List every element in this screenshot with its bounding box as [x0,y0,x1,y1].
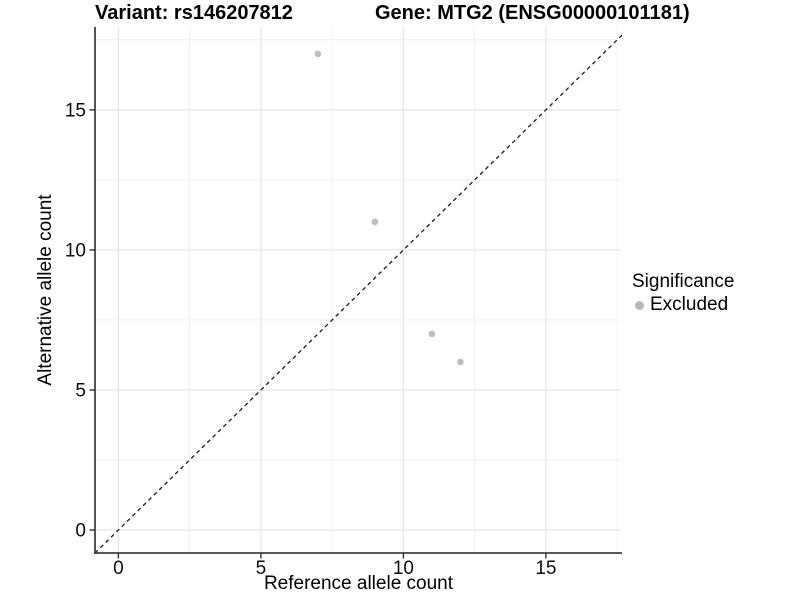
plot-title-gene: Gene: MTG2 (ENSG00000101181) [375,2,690,24]
excluded-point-swatch [635,300,644,310]
y-tick-label: 10 [65,240,86,261]
legend-item-excluded: Excluded [632,294,734,316]
panel-background [95,27,622,553]
x-tick-label: 10 [393,558,414,579]
data-point [314,50,322,58]
x-tick-label: 15 [535,558,556,579]
x-tick-label: 0 [113,558,124,579]
plot-title-variant: Variant: rs146207812 [95,2,293,24]
y-tick-label: 15 [65,100,86,121]
x-axis-title: Reference allele count [263,573,454,594]
legend: Significance Excluded [632,271,734,316]
y-tick-label: 5 [75,380,86,401]
y-tick-label: 0 [75,521,86,542]
data-point [371,218,379,226]
y-axis-title: Alternative allele count [35,194,56,386]
identity-reference-line [95,34,622,553]
data-point [457,358,464,366]
data-point [428,330,436,338]
legend-item-label: Excluded [650,294,729,315]
legend-title: Significance [632,271,735,292]
x-tick-label: 5 [256,558,267,579]
